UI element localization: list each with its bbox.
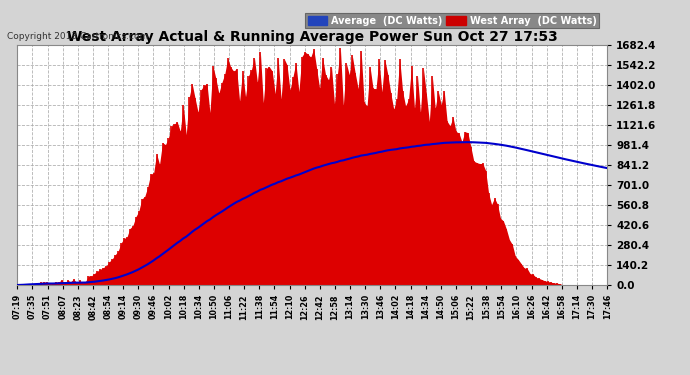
Legend: Average  (DC Watts), West Array  (DC Watts): Average (DC Watts), West Array (DC Watts… [305,13,600,28]
Title: West Array Actual & Running Average Power Sun Oct 27 17:53: West Array Actual & Running Average Powe… [67,30,558,44]
Text: Copyright 2013 Cartronics.com: Copyright 2013 Cartronics.com [7,32,148,41]
